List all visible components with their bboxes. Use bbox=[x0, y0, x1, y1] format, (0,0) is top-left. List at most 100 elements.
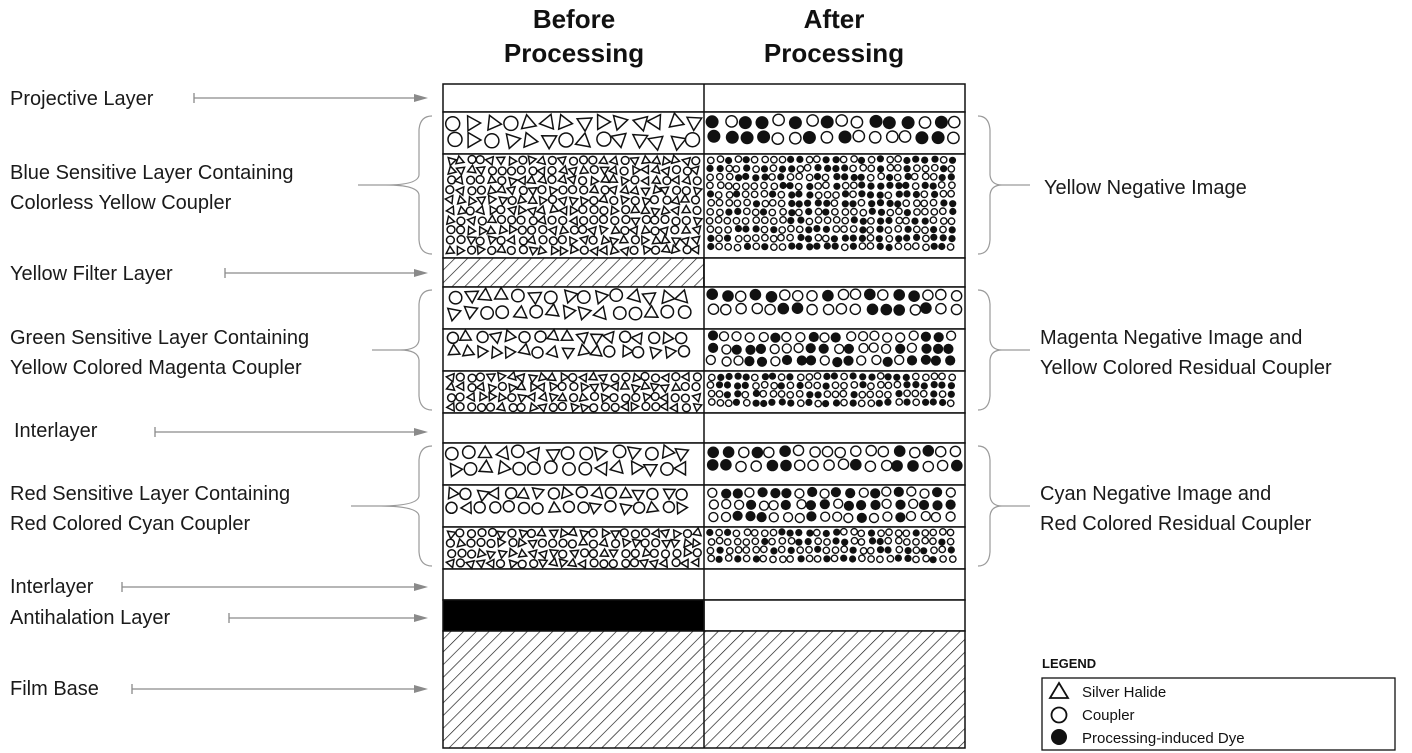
coupler-particle bbox=[751, 537, 760, 546]
dye-particle bbox=[938, 242, 946, 251]
dye-particle bbox=[732, 510, 743, 521]
silver-halide-particle bbox=[659, 528, 671, 539]
silver-halide-particle bbox=[454, 154, 466, 165]
coupler-particle bbox=[526, 528, 537, 539]
dye-particle bbox=[777, 173, 785, 181]
coupler-particle bbox=[475, 154, 485, 165]
silver-halide-particle bbox=[467, 225, 477, 236]
coupler-particle bbox=[445, 235, 456, 245]
silver-halide-particle bbox=[591, 304, 607, 321]
coupler-particle bbox=[852, 129, 866, 143]
coupler-particle bbox=[467, 382, 477, 393]
coupler-particle bbox=[734, 546, 743, 554]
coupler-particle bbox=[456, 234, 466, 245]
coupler-particle bbox=[503, 115, 519, 132]
coupler-particle bbox=[715, 528, 723, 537]
coupler-particle bbox=[567, 539, 578, 549]
dye-particle bbox=[779, 445, 791, 458]
coupler-particle bbox=[610, 402, 620, 413]
coupler-particle bbox=[609, 288, 624, 303]
coupler-particle bbox=[781, 343, 792, 354]
dye-particle bbox=[886, 181, 894, 189]
dye-particle bbox=[707, 446, 719, 459]
coupler-particle bbox=[880, 459, 893, 472]
silver-halide-particle bbox=[557, 196, 568, 207]
dye-particle bbox=[882, 356, 893, 367]
silver-halide-particle bbox=[660, 539, 672, 550]
coupler-particle bbox=[947, 217, 956, 226]
dye-particle bbox=[850, 391, 858, 399]
silver-halide-particle bbox=[631, 538, 642, 549]
coupler-particle bbox=[692, 372, 703, 382]
dye-particle bbox=[948, 226, 956, 234]
coupler-particle bbox=[911, 389, 920, 398]
coupler-particle bbox=[769, 164, 778, 173]
coupler-particle bbox=[600, 185, 610, 195]
coupler-particle bbox=[557, 401, 567, 412]
coupler-particle bbox=[562, 462, 576, 476]
silver-halide-particle bbox=[478, 225, 489, 237]
dye-particle bbox=[932, 500, 943, 511]
silver-halide-particle bbox=[496, 371, 508, 383]
dye-particle bbox=[904, 172, 912, 181]
silver-halide-particle bbox=[458, 328, 473, 341]
coupler-particle bbox=[600, 402, 611, 412]
coupler-particle bbox=[640, 538, 650, 548]
dye-particle bbox=[756, 511, 767, 523]
coupler-particle bbox=[604, 499, 617, 513]
coupler-particle bbox=[839, 527, 848, 536]
silver-halide-particle bbox=[626, 446, 643, 461]
silver-halide-particle bbox=[537, 391, 548, 403]
silver-halide-particle bbox=[630, 459, 645, 476]
coupler-particle bbox=[446, 393, 457, 403]
coupler-particle bbox=[562, 500, 576, 514]
coupler-particle bbox=[930, 546, 938, 555]
coupler-particle bbox=[786, 381, 795, 390]
silver-halide-particle bbox=[642, 244, 653, 256]
silver-halide-particle bbox=[445, 381, 456, 392]
coupler-particle bbox=[528, 166, 538, 176]
coupler-particle bbox=[684, 131, 701, 148]
coupler-particle bbox=[715, 536, 724, 545]
coupler-particle bbox=[950, 289, 963, 302]
coupler-particle bbox=[796, 546, 805, 554]
before-heading-line1: Before bbox=[533, 4, 615, 34]
silver-halide-particle bbox=[619, 401, 630, 413]
coupler-particle bbox=[724, 242, 733, 251]
dye-particle bbox=[891, 460, 903, 472]
coupler-particle bbox=[725, 198, 734, 207]
coupler-particle bbox=[793, 459, 806, 472]
silver-halide-particle bbox=[586, 225, 598, 237]
coupler-particle bbox=[609, 392, 619, 403]
coupler-particle bbox=[610, 215, 620, 226]
coupler-particle bbox=[794, 488, 805, 499]
coupler-particle bbox=[770, 155, 778, 164]
dye-particle bbox=[849, 555, 857, 563]
coupler-particle bbox=[876, 555, 884, 564]
coupler-particle bbox=[517, 559, 527, 569]
coupler-particle bbox=[455, 558, 466, 568]
silver-halide-particle bbox=[638, 558, 650, 569]
coupler-particle bbox=[831, 390, 840, 399]
coupler-particle bbox=[518, 155, 528, 165]
dye-particle bbox=[813, 225, 821, 233]
silver-halide-particle bbox=[538, 195, 549, 207]
dye-particle bbox=[807, 486, 818, 498]
dye-particle bbox=[822, 529, 830, 538]
coupler-particle bbox=[589, 391, 600, 402]
coupler-particle bbox=[819, 332, 830, 343]
dye-particle bbox=[706, 164, 714, 172]
coupler-particle bbox=[560, 446, 575, 461]
silver-halide-particle bbox=[598, 547, 610, 558]
dye-particle bbox=[904, 225, 912, 233]
silver-halide-particle bbox=[577, 305, 593, 322]
dye-particle bbox=[705, 115, 719, 129]
dye-particle bbox=[814, 199, 822, 207]
dye-particle bbox=[882, 116, 896, 130]
dye-particle bbox=[756, 356, 768, 367]
silver-halide-particle bbox=[670, 538, 681, 549]
silver-halide-particle bbox=[618, 233, 630, 244]
dye-particle bbox=[841, 234, 850, 242]
dye-particle bbox=[716, 546, 724, 554]
silver-halide-particle bbox=[547, 556, 559, 567]
